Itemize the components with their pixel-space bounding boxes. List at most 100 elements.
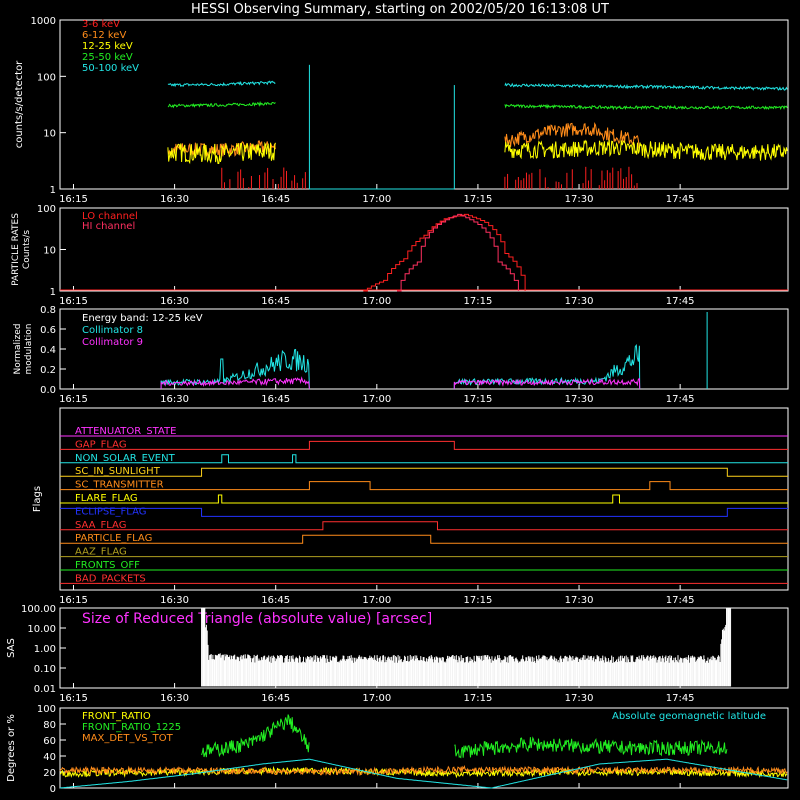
time-tick-label: 17:30 [565,595,594,606]
flag-non-solar-event [60,454,788,464]
legend-entry: FRONT_RATIO [82,711,151,722]
sas-annotation: Size of Reduced Triangle (absolute value… [82,611,432,627]
series-collimator-9 [453,377,641,390]
time-tick-label: 16:15 [59,296,88,307]
y-tick-label: 100 [37,704,56,715]
y-axis-label: Degrees or % [6,714,17,782]
y-tick-label: 0.6 [40,325,56,336]
series-25-50-kev [504,103,788,111]
time-tick-label: 16:45 [261,394,290,405]
y-tick-label: 1 [50,185,56,196]
y-axis-label: Flags [32,486,43,512]
flag-saa-flag [60,521,788,531]
flag-sc-transmitter [60,481,788,491]
flag-label: FLARE_FLAG [75,493,138,504]
flag-label: NON_SOLAR_EVENT [75,453,176,464]
y-tick-label: 40 [43,752,56,763]
time-tick-label: 16:30 [160,595,189,606]
y-tick-label: 0.4 [40,345,56,356]
y-tick-label: 10 [43,129,56,140]
time-tick-label: 17:15 [464,194,493,205]
flag-label: FRONTS_OFF [75,560,140,571]
y-axis-label: SAS [6,638,17,658]
time-tick-label: 17:45 [666,595,695,606]
legend-entry: FRONT_RATIO_1225 [82,722,181,733]
flag-label: ECLIPSE_FLAG [75,506,146,517]
plot-title: HESSI Observing Summary, starting on 200… [191,2,609,17]
series-collimator-9 [160,376,310,390]
legend-entry: 3-6 keV [82,19,120,30]
y-tick-label: 100.00 [21,604,56,615]
time-tick-label: 16:15 [59,693,88,704]
series-front-ratio-1225 [454,736,728,759]
time-tick-label: 17:00 [362,296,391,307]
y-tick-label: 1000 [31,16,56,27]
y-tick-label: 100 [37,72,56,83]
time-tick-label: 17:00 [362,693,391,704]
time-tick-label: 17:00 [362,394,391,405]
legend-entry: Collimator 9 [82,337,143,348]
series-12-25-kev [167,141,276,165]
legend-entry: 6-12 keV [82,30,126,41]
flag-label: SC_TRANSMITTER [75,480,164,491]
series-25-50-kev [167,100,276,109]
time-tick-label: 16:45 [261,595,290,606]
time-tick-label: 17:30 [565,693,594,704]
legend-entry: MAX_DET_VS_TOT [82,733,174,744]
time-tick-label: 17:45 [666,394,695,405]
series-hi-channel [397,213,519,292]
y-axis-label: Normalized [13,323,23,374]
time-tick-label: 17:00 [362,194,391,205]
time-tick-label: 16:45 [261,194,290,205]
y-tick-label: 0.10 [34,664,56,675]
time-tick-label: 17:15 [464,595,493,606]
y-axis-label: modulation [24,324,34,375]
flag-label: AAZ_FLAG [75,547,127,558]
time-tick-label: 16:15 [59,595,88,606]
flag-label: BAD_PACKETS [75,573,146,584]
energy-band-annotation: Energy band: 12-25 keV [82,313,203,324]
time-tick-label: 16:45 [261,693,290,704]
flag-eclipse-flag [60,507,788,517]
series-50-100-kev [167,80,276,88]
flag-label: GAP_FLAG [75,439,127,450]
time-tick-label: 16:30 [160,296,189,307]
panel-frame [59,407,789,591]
time-tick-label: 17:30 [565,296,594,307]
flag-particle-flag [60,534,788,544]
y-axis-label: PARTICLE RATES [11,213,21,286]
y-tick-label: 0.2 [40,365,56,376]
time-tick-label: 17:45 [666,693,695,704]
y-axis-label: counts/s/detector [14,60,25,148]
y-tick-label: 0.8 [40,305,56,316]
flag-gap-flag [60,440,788,450]
flag-label: SAA_FLAG [75,520,126,531]
flag-flare-flag [60,494,788,504]
y-tick-label: 0 [50,784,56,795]
time-tick-label: 16:30 [160,394,189,405]
time-tick-label: 17:15 [464,693,493,704]
time-tick-label: 16:15 [59,394,88,405]
legend-entry: LO channel [82,211,138,222]
series-6-12-kev [504,122,640,149]
time-tick-label: 17:15 [464,394,493,405]
panel-frame [59,707,789,789]
y-tick-label: 60 [43,736,56,747]
y-tick-label: 0.0 [40,385,56,396]
series-50-100-kev [504,82,788,91]
y-tick-label: 1 [50,287,56,298]
time-tick-label: 17:45 [666,194,695,205]
series-12-25-kev [504,139,788,161]
time-tick-label: 16:30 [160,194,189,205]
right-annotation: Absolute geomagnetic latitude [612,711,766,722]
legend-entry: 50-100 keV [82,63,139,74]
time-tick-label: 17:45 [666,296,695,307]
flag-sc-in-sunlight [60,467,788,477]
y-tick-label: 1.00 [34,644,56,655]
time-tick-label: 16:15 [59,194,88,205]
series-lo-channel [363,213,526,292]
legend-entry: Collimator 8 [82,325,143,336]
time-tick-label: 17:30 [565,394,594,405]
time-tick-label: 17:00 [362,595,391,606]
legend-entry: 25-50 keV [82,52,133,63]
